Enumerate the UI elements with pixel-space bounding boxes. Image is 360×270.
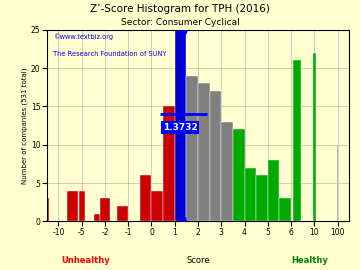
Bar: [198, 83, 210, 221]
Bar: [152, 191, 163, 221]
Bar: [256, 176, 268, 221]
Text: Healthy: Healthy: [292, 256, 328, 265]
Bar: [175, 30, 186, 221]
Bar: [99, 198, 111, 221]
Text: ©www.textbiz.org: ©www.textbiz.org: [53, 33, 113, 40]
Text: Sector: Consumer Cyclical: Sector: Consumer Cyclical: [121, 18, 239, 26]
Bar: [292, 60, 301, 221]
Bar: [94, 214, 100, 221]
Y-axis label: Number of companies (531 total): Number of companies (531 total): [22, 67, 28, 184]
Text: 1.3732: 1.3732: [163, 123, 197, 132]
Text: Unhealthy: Unhealthy: [62, 256, 111, 265]
Bar: [244, 168, 256, 221]
Bar: [78, 191, 85, 221]
Text: Score: Score: [186, 256, 210, 265]
Bar: [279, 198, 291, 221]
Bar: [268, 160, 279, 221]
Text: Z’-Score Histogram for TPH (2016): Z’-Score Histogram for TPH (2016): [90, 4, 270, 14]
Bar: [40, 198, 49, 221]
Bar: [67, 191, 78, 221]
Bar: [186, 76, 198, 221]
Bar: [140, 176, 152, 221]
Bar: [337, 145, 338, 221]
Bar: [210, 91, 221, 221]
Bar: [221, 122, 233, 221]
Bar: [233, 129, 244, 221]
Bar: [163, 106, 175, 221]
Bar: [313, 53, 316, 221]
Bar: [117, 206, 128, 221]
Text: The Research Foundation of SUNY: The Research Foundation of SUNY: [53, 51, 166, 57]
